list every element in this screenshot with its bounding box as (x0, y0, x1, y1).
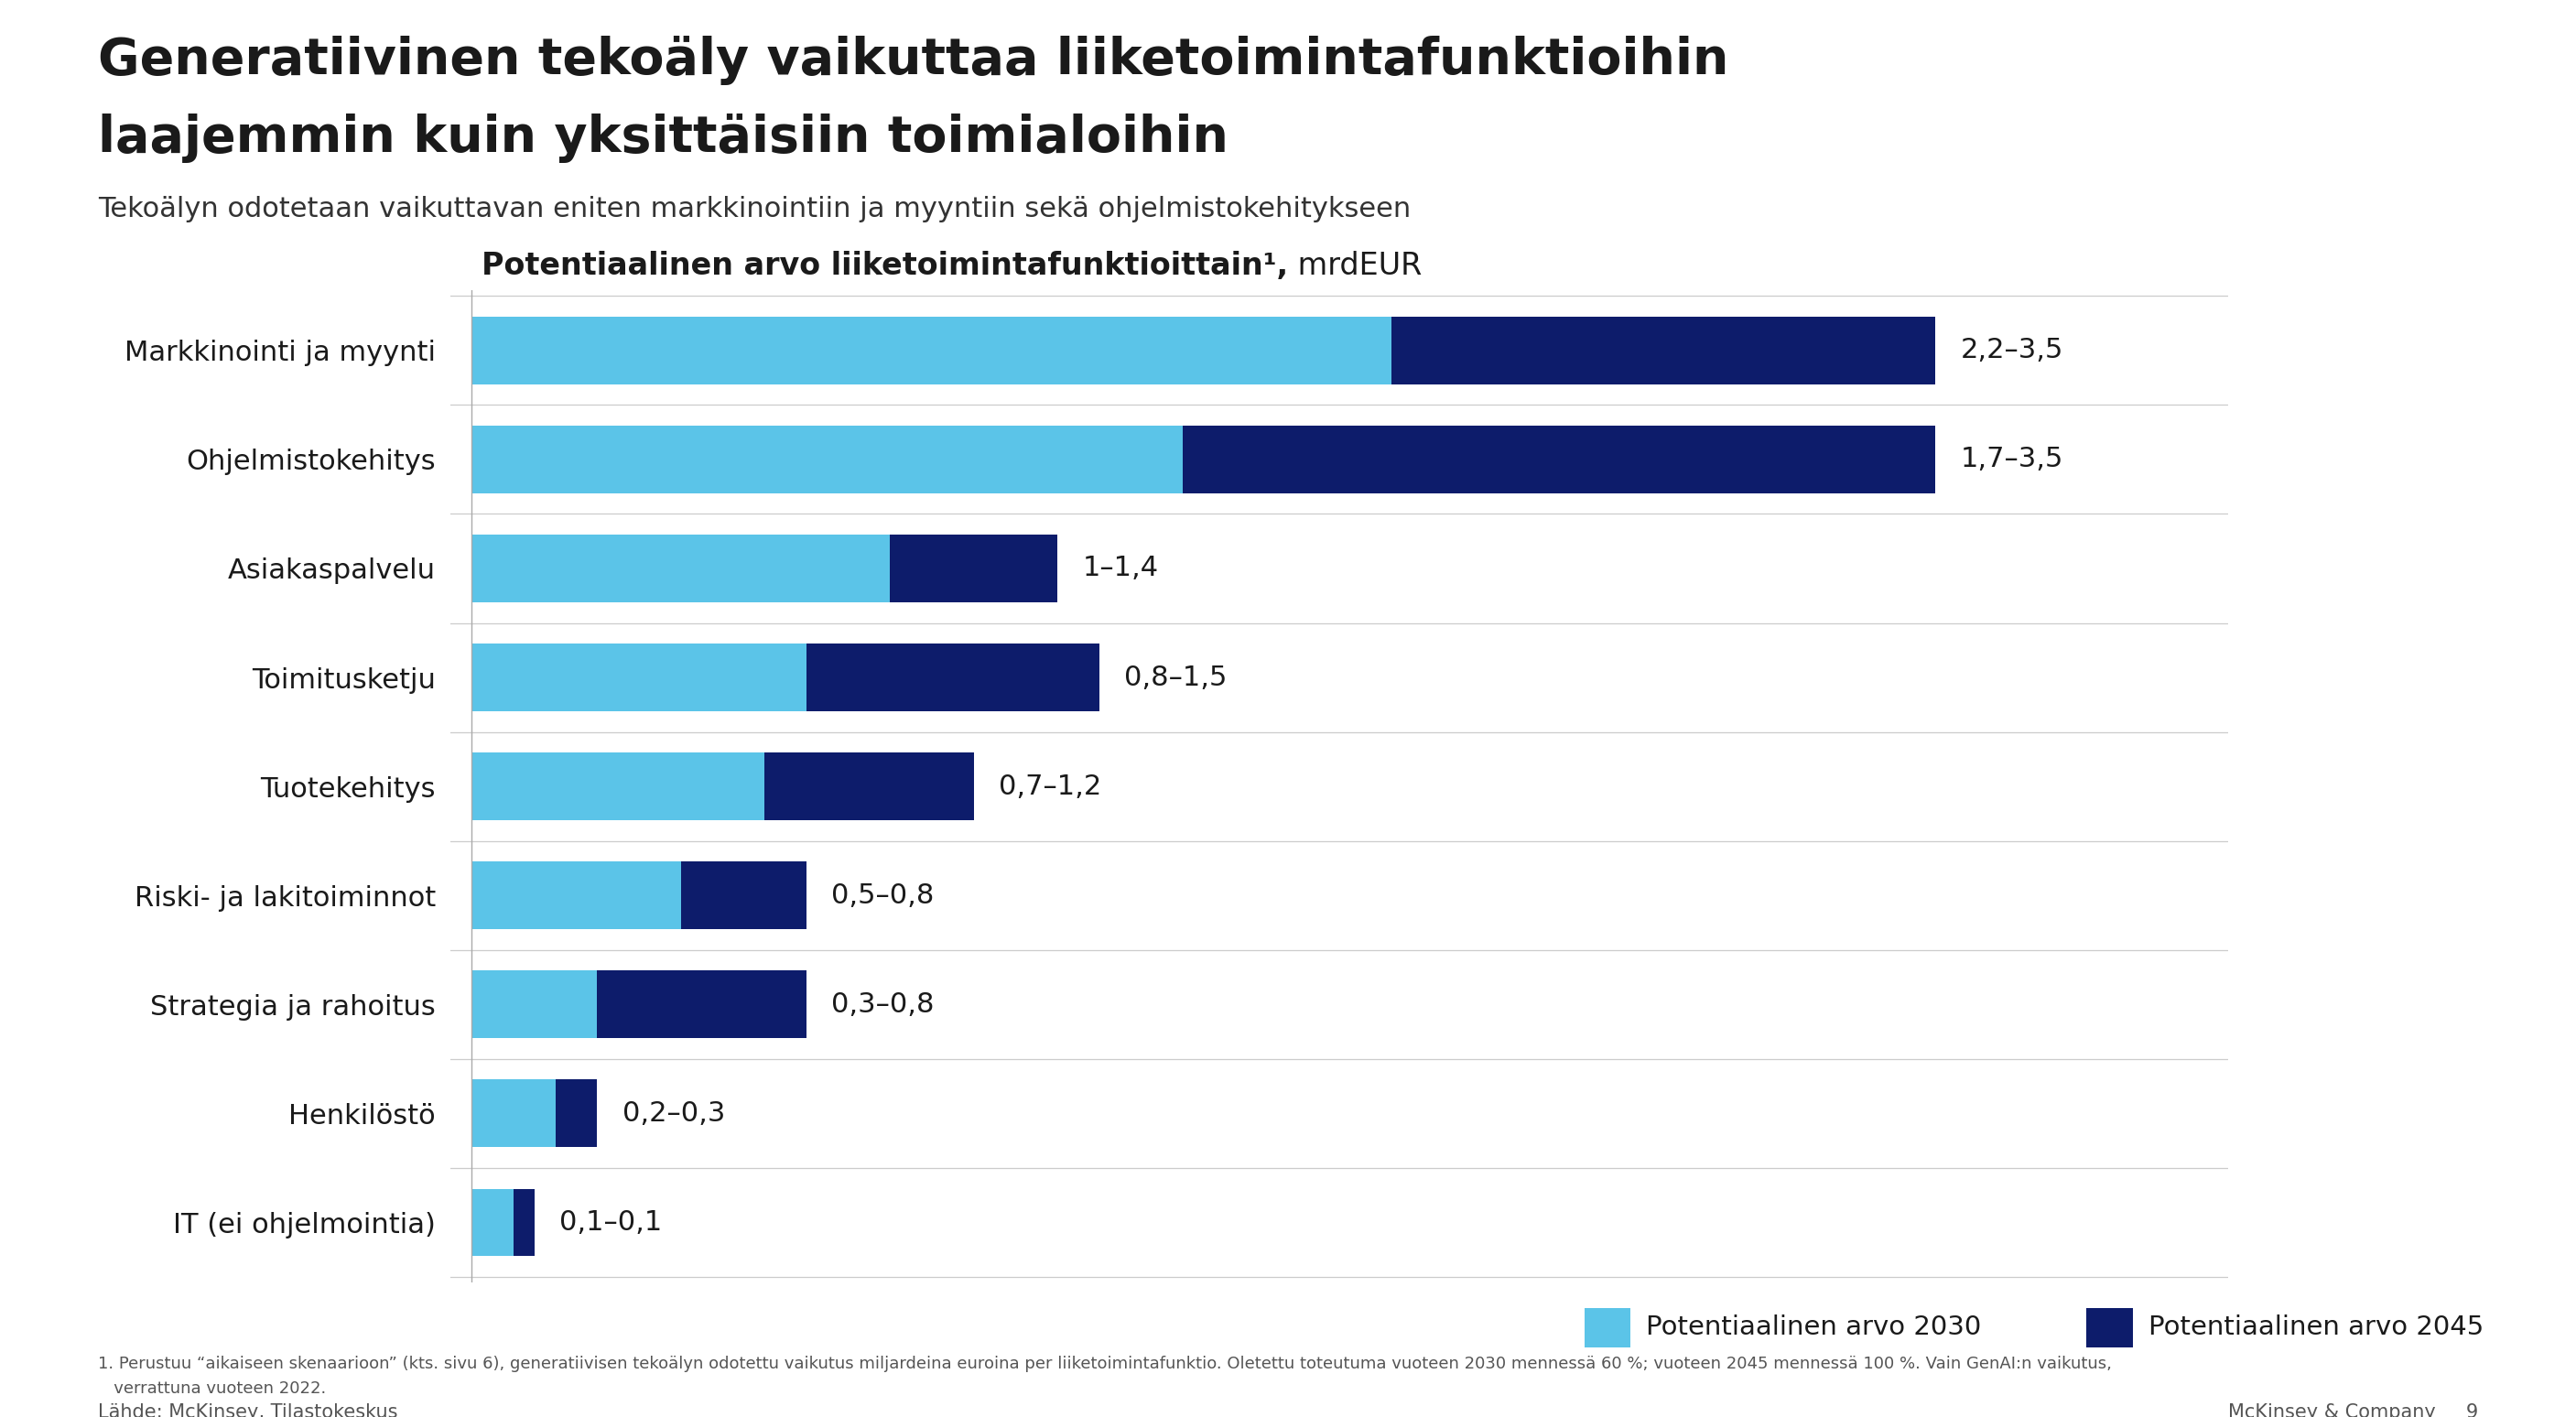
Text: Lähde: McKinsey, Tilastokeskus: Lähde: McKinsey, Tilastokeskus (98, 1403, 397, 1417)
Bar (471, 425, 1182, 493)
Bar (889, 534, 1056, 602)
Text: 1,7–3,5: 1,7–3,5 (1960, 446, 2063, 473)
Bar (471, 316, 1391, 384)
Text: 1. Perustuu “aikaiseen skenaarioon” (kts. sivu 6), generatiivisen tekoälyn odote: 1. Perustuu “aikaiseen skenaarioon” (kts… (98, 1356, 2112, 1373)
Bar (471, 1189, 513, 1257)
Bar (806, 643, 1100, 711)
Text: verrattuna vuoteen 2022.: verrattuna vuoteen 2022. (98, 1380, 327, 1397)
Bar (1182, 425, 1935, 493)
Text: 0,5–0,8: 0,5–0,8 (832, 883, 935, 908)
Bar (471, 643, 806, 711)
Bar (765, 752, 974, 820)
Text: McKinsey & Company     9: McKinsey & Company 9 (2228, 1403, 2478, 1417)
Bar (513, 1189, 533, 1257)
Bar (598, 971, 806, 1039)
Bar (471, 1080, 556, 1148)
Text: Tekoälyn odotetaan vaikuttavan eniten markkinointiin ja myyntiin sekä ohjelmisto: Tekoälyn odotetaan vaikuttavan eniten ma… (98, 196, 1412, 222)
Bar (556, 1080, 598, 1148)
Text: 2,2–3,5: 2,2–3,5 (1960, 337, 2063, 364)
Text: 0,7–1,2: 0,7–1,2 (999, 774, 1103, 799)
Text: Potentiaalinen arvo 2045: Potentiaalinen arvo 2045 (2148, 1315, 2483, 1340)
Text: 0,1–0,1: 0,1–0,1 (559, 1209, 662, 1236)
Bar (471, 971, 598, 1039)
Text: 0,8–1,5: 0,8–1,5 (1123, 665, 1226, 690)
Bar (471, 534, 889, 602)
Text: 0,2–0,3: 0,2–0,3 (623, 1100, 724, 1127)
Text: mrdEUR: mrdEUR (1288, 251, 1422, 281)
Bar (471, 752, 765, 820)
Text: Potentiaalinen arvo 2030: Potentiaalinen arvo 2030 (1646, 1315, 1981, 1340)
Text: 0,3–0,8: 0,3–0,8 (832, 990, 935, 1017)
Bar (471, 862, 680, 930)
Bar (1391, 316, 1935, 384)
Text: laajemmin kuin yksittäisiin toimialoihin: laajemmin kuin yksittäisiin toimialoihin (98, 113, 1229, 163)
Text: 1–1,4: 1–1,4 (1082, 555, 1159, 582)
Text: Potentiaalinen arvo liiketoimintafunktioittain¹,: Potentiaalinen arvo liiketoimintafunktio… (482, 251, 1288, 281)
Text: Generatiivinen tekoäly vaikuttaa liiketoimintafunktioihin: Generatiivinen tekoäly vaikuttaa liiketo… (98, 35, 1728, 85)
Bar (680, 862, 806, 930)
